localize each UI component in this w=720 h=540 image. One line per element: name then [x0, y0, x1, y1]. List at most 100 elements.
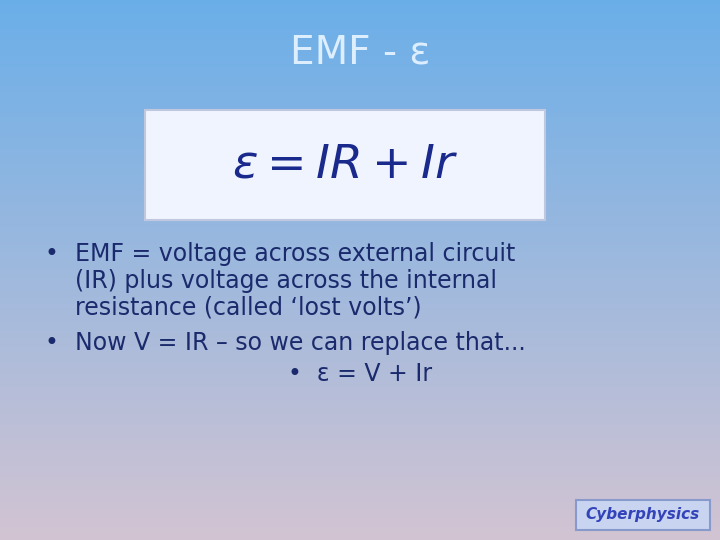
- Bar: [0, 432, 720, 434]
- Bar: [0, 135, 720, 137]
- Bar: [0, 88, 720, 90]
- Bar: [0, 49, 720, 50]
- Bar: [0, 409, 720, 410]
- Bar: [0, 455, 720, 457]
- Bar: [0, 414, 720, 416]
- Bar: [0, 185, 720, 187]
- Bar: [0, 103, 720, 104]
- Bar: [0, 285, 720, 286]
- Bar: [0, 29, 720, 31]
- Bar: [0, 403, 720, 405]
- Bar: [0, 295, 720, 297]
- Bar: [0, 387, 720, 389]
- Bar: [0, 173, 720, 174]
- Bar: [0, 265, 720, 266]
- Bar: [0, 234, 720, 236]
- Bar: [0, 533, 720, 535]
- Bar: [0, 317, 720, 319]
- Bar: [0, 65, 720, 66]
- Bar: [0, 261, 720, 263]
- Bar: [0, 139, 720, 140]
- Bar: [0, 515, 720, 517]
- Bar: [0, 162, 720, 164]
- Bar: [0, 255, 720, 258]
- Bar: [0, 535, 720, 536]
- Bar: [0, 351, 720, 353]
- Bar: [0, 243, 720, 245]
- Bar: [0, 254, 720, 255]
- Bar: [0, 259, 720, 261]
- Bar: [0, 389, 720, 390]
- Bar: [0, 58, 720, 59]
- Bar: [0, 504, 720, 506]
- Bar: [0, 248, 720, 250]
- Bar: [0, 366, 720, 367]
- Bar: [0, 393, 720, 394]
- Bar: [0, 475, 720, 477]
- Text: Now V = IR – so we can replace that...: Now V = IR – so we can replace that...: [75, 331, 526, 355]
- Bar: [0, 501, 720, 502]
- Bar: [0, 2, 720, 4]
- Bar: [0, 196, 720, 198]
- Bar: [0, 247, 720, 248]
- Bar: [0, 308, 720, 309]
- Bar: [0, 31, 720, 32]
- Bar: [0, 130, 720, 131]
- Bar: [0, 491, 720, 493]
- Bar: [0, 200, 720, 201]
- Bar: [0, 90, 720, 92]
- Bar: [0, 517, 720, 518]
- Bar: [0, 123, 720, 124]
- Bar: [0, 378, 720, 380]
- Bar: [0, 214, 720, 216]
- Bar: [0, 25, 720, 27]
- Bar: [0, 459, 720, 461]
- Bar: [0, 32, 720, 34]
- Text: •: •: [45, 242, 59, 266]
- Bar: [0, 522, 720, 524]
- Text: $\varepsilon = IR + Ir$: $\varepsilon = IR + Ir$: [232, 143, 458, 187]
- Bar: [0, 279, 720, 281]
- Bar: [0, 349, 720, 351]
- Bar: [0, 194, 720, 196]
- Bar: [0, 358, 720, 360]
- Bar: [0, 410, 720, 412]
- Bar: [0, 457, 720, 459]
- Bar: [0, 144, 720, 146]
- Bar: [0, 479, 720, 481]
- Bar: [0, 7, 720, 9]
- Bar: [0, 272, 720, 274]
- Bar: [0, 513, 720, 515]
- Bar: [0, 299, 720, 301]
- Bar: [0, 362, 720, 363]
- Bar: [0, 45, 720, 47]
- Bar: [0, 36, 720, 38]
- Bar: [0, 211, 720, 212]
- Bar: [0, 518, 720, 520]
- Bar: [0, 236, 720, 238]
- Bar: [0, 407, 720, 409]
- Text: •: •: [45, 331, 59, 355]
- Bar: [0, 113, 720, 115]
- Bar: [0, 69, 720, 70]
- Bar: [0, 140, 720, 142]
- Bar: [0, 15, 720, 16]
- Bar: [0, 54, 720, 56]
- Bar: [0, 93, 720, 96]
- Bar: [0, 471, 720, 474]
- Bar: [0, 76, 720, 77]
- FancyBboxPatch shape: [145, 110, 545, 220]
- Bar: [0, 157, 720, 158]
- Bar: [0, 106, 720, 108]
- Bar: [0, 434, 720, 436]
- Bar: [0, 160, 720, 162]
- Bar: [0, 326, 720, 328]
- Bar: [0, 131, 720, 133]
- Bar: [0, 439, 720, 441]
- Bar: [0, 133, 720, 135]
- Bar: [0, 304, 720, 306]
- Bar: [0, 11, 720, 12]
- Bar: [0, 174, 720, 177]
- Bar: [0, 12, 720, 15]
- Bar: [0, 59, 720, 61]
